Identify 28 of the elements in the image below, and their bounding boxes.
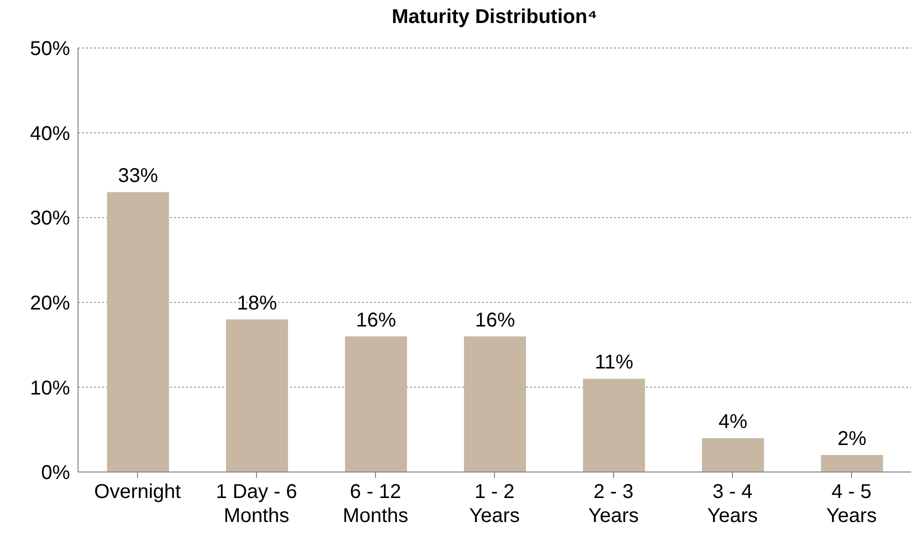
bar xyxy=(464,336,526,472)
data-label: 2% xyxy=(838,428,867,450)
y-tick-label: 20% xyxy=(30,292,70,314)
y-tick-label: 40% xyxy=(30,122,70,145)
x-tick-label: 3 - 4 Years xyxy=(707,481,758,527)
data-label: 33% xyxy=(118,165,158,188)
x-tick-label: 2 - 3 Years xyxy=(588,481,639,527)
data-label: 16% xyxy=(356,309,396,332)
x-tick-label: 6 - 12 Months xyxy=(342,481,408,527)
data-label: 18% xyxy=(236,292,278,314)
bar xyxy=(226,319,288,472)
bar xyxy=(345,336,407,472)
y-tick-label: 50% xyxy=(30,38,70,60)
data-label: 16% xyxy=(474,309,516,332)
x-tick-label: 1 - 2 Years xyxy=(469,481,520,527)
data-label: 4% xyxy=(718,411,748,434)
bar xyxy=(821,455,883,472)
y-tick-label: 0% xyxy=(41,462,70,484)
x-tick-label: 1 Day - 6 Months xyxy=(216,481,298,527)
bar xyxy=(583,378,645,472)
y-tick-label: 10% xyxy=(30,377,70,400)
chart-title: Maturity Distribution⁴ xyxy=(390,6,598,29)
y-tick-label: 30% xyxy=(30,208,70,230)
x-tick-label: Overnight xyxy=(94,481,182,503)
bar xyxy=(107,192,169,472)
data-label: 11% xyxy=(594,352,634,374)
bar xyxy=(702,438,764,472)
x-tick-label: 4 - 5 Years xyxy=(826,481,877,527)
